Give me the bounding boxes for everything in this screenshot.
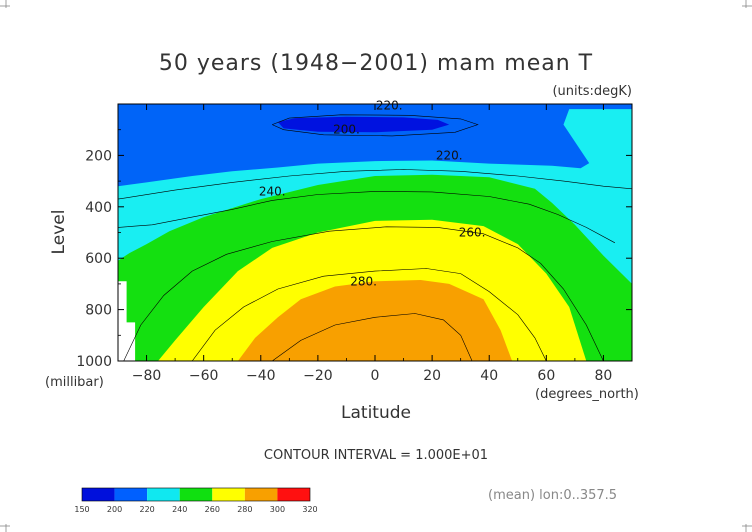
colorbar-swatch [244, 488, 278, 501]
missing-data-region [118, 281, 136, 361]
y-tick-label: 800 [85, 303, 112, 319]
x-tick-label: 60 [537, 368, 555, 384]
colorbar-label: 300 [270, 505, 285, 514]
band-below-220 [118, 104, 632, 187]
colorbar-label: 220 [140, 505, 155, 514]
colorbar-label: 280 [237, 505, 252, 514]
contour-label: 200. [333, 123, 360, 137]
contour-interval-label: CONTOUR INTERVAL = 1.000E+01 [264, 448, 488, 463]
colorbar-label: 260 [205, 505, 220, 514]
contour-line-290 [191, 268, 547, 361]
x-tick-label: 0 [371, 368, 380, 384]
contour-label: 240. [259, 184, 286, 198]
contour-bands [118, 104, 632, 361]
colorbar: 150 200 220 240 260 280 300 320 [74, 487, 318, 514]
colorbar-swatch [277, 488, 310, 501]
y-tick-label: 600 [85, 251, 112, 267]
colorbar-swatch [114, 488, 148, 501]
colorbar-frame [81, 487, 311, 502]
contour-lines [118, 114, 632, 361]
contour-line-305 [272, 313, 473, 361]
y-axis-label: Level [49, 210, 69, 255]
colorbar-label: 320 [302, 505, 317, 514]
x-tick-label: −60 [189, 368, 219, 384]
x-axis-units: (degrees_north) [535, 387, 639, 402]
units-label: (units:degK) [552, 84, 632, 99]
contour-line-230 [118, 169, 632, 200]
x-tick-label: −20 [303, 368, 333, 384]
colorbar-label: 200 [107, 505, 122, 514]
y-axis-units: (millibar) [45, 375, 104, 390]
contour-line-250 [118, 191, 616, 244]
y-tick-label: 400 [85, 200, 112, 216]
x-axis-label: Latitude [341, 403, 411, 423]
colorbar-swatch [212, 488, 245, 501]
subset-note: (mean) lon:0..357.5 [488, 488, 617, 503]
contour-label: 220. [376, 98, 403, 112]
contour-label: 280. [350, 274, 377, 288]
colorbar-swatch [179, 488, 213, 501]
contour-label: 260. [459, 226, 486, 240]
y-tick-label: 200 [85, 148, 112, 164]
x-tick-label: −80 [132, 368, 162, 384]
y-axis-ticks: 200 400 600 800 1000 [76, 129, 632, 370]
x-tick-label: −40 [246, 368, 276, 384]
contour-line-210 [272, 114, 479, 137]
band-300-310 [237, 280, 513, 361]
x-tick-label: 80 [595, 368, 613, 384]
colorbar-label: 240 [172, 505, 187, 514]
contour-labels: 220. 200. 220. 240. 260. 280. [259, 98, 486, 288]
x-tick-label: 20 [423, 368, 441, 384]
x-axis-ticks: −80 −60 −40 −20 0 20 40 60 80 [117, 104, 633, 384]
colorbar-swatch [82, 488, 115, 501]
x-tick-label: 40 [480, 368, 498, 384]
contour-label: 220. [436, 148, 463, 162]
chart-title: 50 years (1948−2001) mam mean T [159, 51, 593, 76]
contour-line-270 [123, 226, 604, 361]
band-200-220 [277, 116, 450, 133]
colorbar-swatch [147, 488, 180, 501]
colorbar-label: 150 [74, 505, 89, 514]
y-tick-label: 1000 [76, 354, 112, 370]
